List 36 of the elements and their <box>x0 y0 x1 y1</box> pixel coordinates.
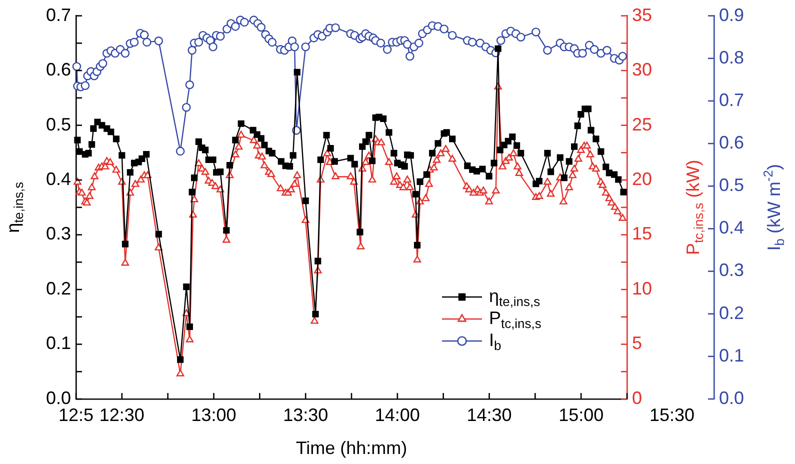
y3-axis-title: Ib (kW m-2) <box>760 164 787 251</box>
y-tick-label: 0.7 <box>46 4 71 25</box>
y3-tick-label: 0.0 <box>719 388 744 408</box>
text: 15:30 <box>649 404 695 425</box>
y2-tick-label: 20 <box>632 168 652 189</box>
x-tick-label: 14:00 <box>374 404 420 425</box>
y2-tick-label: 35 <box>632 4 652 25</box>
y3-tick-label: 0.6 <box>719 132 744 152</box>
y2-tick-label: 15 <box>632 224 652 244</box>
y2-tick-label: 10 <box>632 278 652 298</box>
y2-tick-label: 0 <box>632 388 642 408</box>
y2-tick-label: 5 <box>632 333 642 354</box>
y3-tick-label: 0.3 <box>719 260 744 280</box>
y-tick-label: 0.5 <box>46 114 71 134</box>
y-tick-label: 0.3 <box>46 224 71 244</box>
y2-axis-title: Ptc,ins,s (kW) <box>682 160 706 256</box>
y-tick-label: 0.4 <box>46 168 71 189</box>
y2-tick-label: 30 <box>632 60 652 80</box>
y-tick-label: 0.2 <box>46 278 71 298</box>
y3-tick-label: 0.9 <box>719 4 744 25</box>
y3-tick-label: 0.7 <box>719 90 744 110</box>
y-tick-label: 0.6 <box>46 60 71 80</box>
y-axis-title: ηte,ins,s <box>2 181 26 233</box>
y3-tick-label: 0.4 <box>719 218 744 238</box>
x-tick-label: 14:30 <box>466 404 512 425</box>
x-tick-label: 13:30 <box>283 404 328 425</box>
x-tick-label: 15:00 <box>558 404 604 425</box>
y3-tick-label: 0.5 <box>719 175 744 196</box>
y2-tick-label: 25 <box>632 114 652 134</box>
y-tick-label: 0.1 <box>46 333 71 354</box>
x-axis-title: Time (hh:mm) <box>296 438 408 458</box>
x-tick-label: 12:30 <box>99 404 144 425</box>
y3-tick-label: 0.8 <box>719 47 744 68</box>
x-tick-label: 13:00 <box>191 404 236 425</box>
y3-tick-label: 0.1 <box>719 345 744 366</box>
y3-tick-label: 0.2 <box>719 302 744 323</box>
